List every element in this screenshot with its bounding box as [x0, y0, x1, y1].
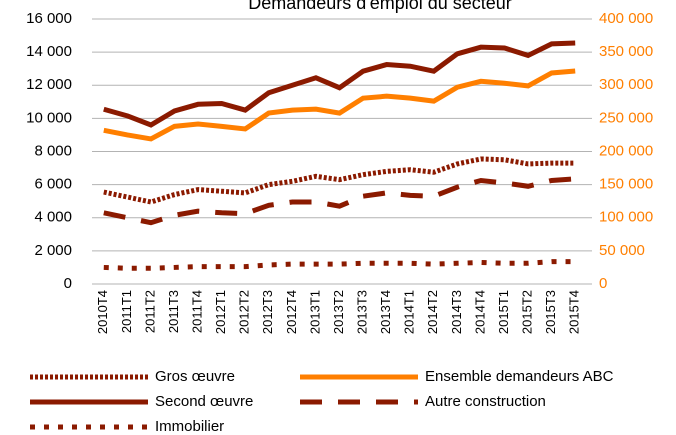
y2-tick-label: 100 000	[599, 209, 653, 226]
y2-tick-label: 400 000	[599, 10, 653, 27]
x-tick-label: 2015T4	[567, 290, 582, 334]
y-tick-label: 16 000	[26, 10, 72, 27]
x-tick-label: 2013T3	[355, 290, 370, 334]
y-tick-label: 0	[64, 275, 72, 292]
x-tick-label: 2014T4	[472, 290, 487, 334]
series-line	[103, 156, 576, 205]
y2-tick-label: 350 000	[599, 43, 653, 60]
x-tick-label: 2010T4	[95, 290, 110, 334]
x-tick-label: 2014T2	[425, 290, 440, 334]
x-tick-label: 2013T1	[307, 290, 322, 334]
y-tick-label: 2 000	[34, 242, 72, 259]
x-tick-label: 2014T1	[402, 290, 417, 334]
legend-label: Immobilier	[155, 418, 224, 435]
x-tick-label: 2011T4	[190, 290, 205, 333]
x-tick-label: 2011T2	[142, 290, 157, 333]
y-tick-label: 8 000	[34, 142, 72, 159]
y2-tick-label: 300 000	[599, 76, 653, 93]
x-tick-label: 2015T3	[543, 290, 558, 334]
y-tick-label: 10 000	[26, 109, 72, 126]
legend-label: Gros œuvre	[155, 368, 235, 385]
x-tick-label: 2011T3	[166, 290, 181, 333]
series-line	[103, 259, 576, 271]
y2-tick-label: 250 000	[599, 109, 653, 126]
x-tick-label: 2015T2	[520, 290, 535, 334]
y2-tick-label: 50 000	[599, 242, 645, 259]
x-tick-label: 2011T1	[119, 290, 134, 333]
y-tick-label: 12 000	[26, 76, 72, 93]
x-tick-label: 2013T4	[378, 290, 393, 334]
y-tick-label: 4 000	[34, 209, 72, 226]
x-tick-label: 2012T3	[260, 290, 275, 334]
x-tick-label: 2012T4	[284, 290, 299, 334]
x-tick-label: 2012T1	[213, 290, 228, 334]
y2-tick-label: 150 000	[599, 176, 653, 193]
legend-label: Ensemble demandeurs ABC	[425, 368, 614, 385]
x-tick-label: 2013T2	[331, 290, 346, 334]
x-tick-label: 2015T1	[496, 290, 511, 334]
y2-tick-label: 200 000	[599, 142, 653, 159]
x-tick-label: 2012T2	[237, 290, 252, 334]
legend-label: Autre construction	[425, 393, 546, 410]
chart-title: Demandeurs d'emploi du secteur	[248, 0, 512, 13]
series-line	[103, 68, 576, 142]
y2-tick-label: 0	[599, 275, 607, 292]
y-tick-label: 14 000	[26, 43, 72, 60]
series-line	[103, 40, 576, 128]
y-tick-label: 6 000	[34, 176, 72, 193]
x-tick-label: 2014T3	[449, 290, 464, 334]
legend-label: Second œuvre	[155, 393, 253, 410]
series-line	[103, 176, 576, 226]
